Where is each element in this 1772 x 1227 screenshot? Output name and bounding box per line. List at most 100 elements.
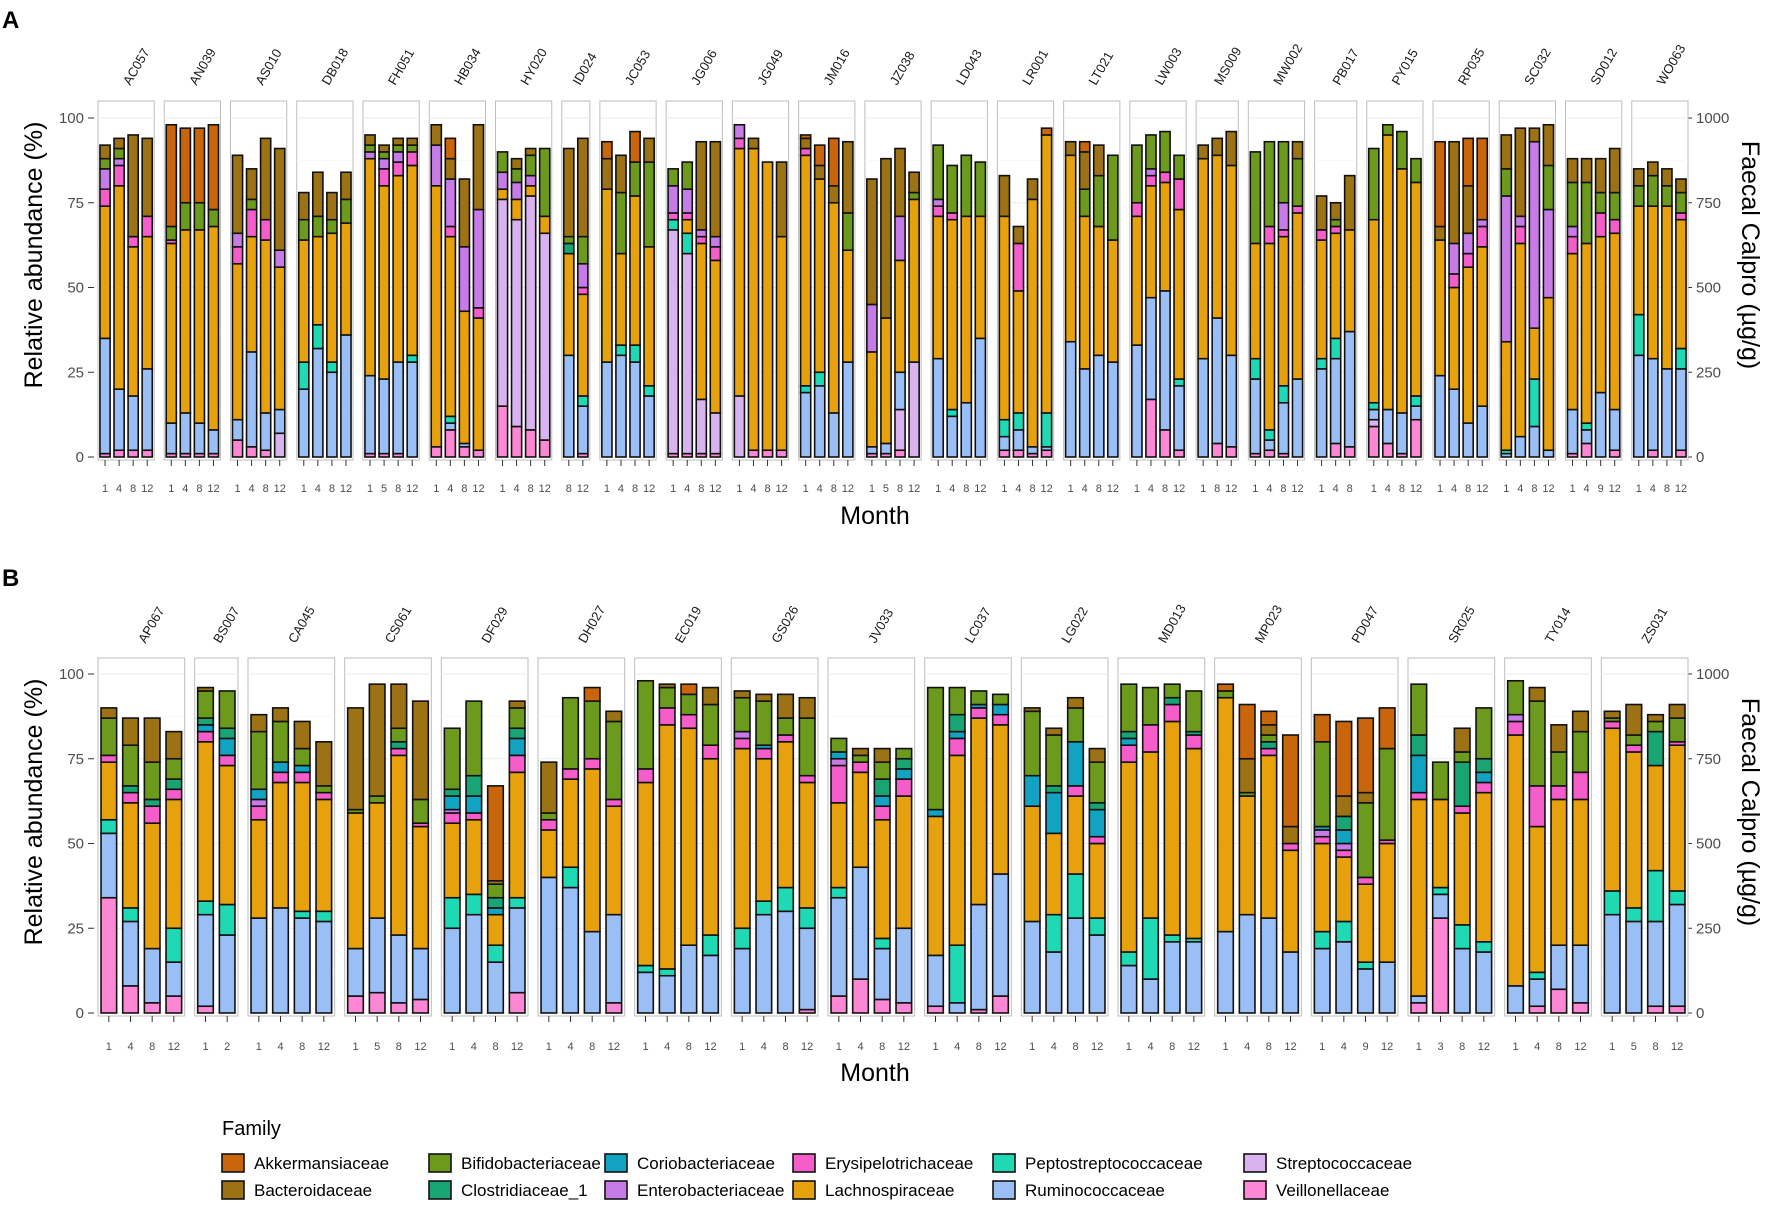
bar-segment-lachnospiraceae bbox=[932, 215, 945, 360]
bar-segment-ruminococcaceae bbox=[1159, 290, 1171, 431]
facet-ZS031: ZS031 1 5 8 12 bbox=[1600, 605, 1689, 1053]
bar-segment-bacteroidaceae bbox=[1064, 140, 1077, 157]
bar-segment-peptostreptococcaceae bbox=[799, 385, 812, 394]
bar-segment-coriobacteriaceae bbox=[250, 788, 268, 801]
bar-segment-bifidobacteriaceae bbox=[406, 144, 419, 153]
bar-SC032-month-12 bbox=[1542, 123, 1555, 458]
bar-segment-lachnospiraceae bbox=[1045, 832, 1063, 916]
bar-segment-bifidobacteriaceae bbox=[1566, 181, 1579, 228]
bar-AC057-month-4 bbox=[113, 137, 125, 458]
bar-JG049-month-12 bbox=[775, 161, 788, 458]
bar-segment-erysipelotrichaceae bbox=[1528, 785, 1546, 828]
bar-segment-bacteroidaceae bbox=[562, 147, 575, 238]
bar-LD043-month-4 bbox=[946, 164, 959, 458]
facet-strip-label: JC053 bbox=[622, 47, 654, 87]
bar-segment-bifidobacteriaceae bbox=[1131, 144, 1143, 204]
x-tick-label: 12 bbox=[898, 1041, 910, 1053]
x-tick-label: 1 bbox=[803, 483, 809, 495]
bar-segment-lachnospiraceae bbox=[472, 317, 485, 452]
x-tick-label: 4 bbox=[1266, 483, 1272, 495]
bar-segment-peptostreptococcaceae bbox=[406, 354, 419, 363]
bar-segment-lachnospiraceae bbox=[733, 747, 751, 930]
panel-a-y-tick-label: 100 bbox=[59, 110, 84, 127]
x-tick-label: 1 bbox=[1569, 483, 1575, 495]
bar-SD012-month-12 bbox=[1608, 147, 1621, 458]
panel-a-y2-tick-label: 500 bbox=[1696, 280, 1721, 297]
bar-segment-lachnospiraceae bbox=[1281, 849, 1300, 953]
bar-RP035-month-8 bbox=[1462, 137, 1475, 458]
panel-b-y-tick-label: 50 bbox=[67, 836, 84, 853]
legend-label: Erysipelotrichaceae bbox=[825, 1154, 973, 1173]
bar-segment-ruminococcaceae bbox=[250, 917, 268, 1014]
bar-segment-bacteroidaceae bbox=[143, 717, 161, 763]
bar-segment-coriobacteriaceae bbox=[1120, 737, 1138, 746]
bar-segment-bacteroidaceae bbox=[378, 144, 390, 153]
x-tick-label: 4 bbox=[1244, 1041, 1250, 1053]
facet-strip-label: SR025 bbox=[1445, 604, 1478, 646]
bar-segment-clostridiaceae-1 bbox=[121, 785, 140, 794]
bar-segment-ruminococcaceae bbox=[1453, 947, 1471, 1014]
bar-segment-bacteroidaceae bbox=[615, 154, 627, 194]
bar-segment-bifidobacteriaceae bbox=[508, 707, 526, 730]
bar-segment-bacteroidaceae bbox=[701, 686, 720, 706]
bar-segment-clostridiaceae-1 bbox=[196, 717, 215, 726]
facet-MP023: MP023 1 4 8 12 bbox=[1214, 602, 1302, 1053]
bar-segment-ruminococcaceae bbox=[231, 418, 244, 441]
bar-ZS031-month-8 bbox=[1646, 713, 1665, 1014]
bar-LD043-month-8 bbox=[960, 154, 973, 458]
bar-segment-peptostreptococcaceae bbox=[1410, 395, 1422, 407]
facet-JZ038: JZ038 1 5 8 12 bbox=[864, 49, 922, 495]
bar-segment-veillonellaceae bbox=[1329, 442, 1342, 458]
bar-segment-peptostreptococcaceae bbox=[508, 896, 526, 909]
bar-segment-lachnospiraceae bbox=[1475, 791, 1493, 943]
bar-segment-lachnospiraceae bbox=[991, 724, 1010, 875]
bar-AP067-month-1 bbox=[100, 707, 118, 1014]
bar-segment-lachnospiraceae bbox=[851, 771, 870, 869]
facet-TY014: TY014 1 4 8 12 bbox=[1504, 605, 1592, 1053]
bar-segment-bacteroidaceae bbox=[1675, 178, 1687, 194]
bar-segment-erysipelotrichaceae bbox=[1185, 734, 1203, 750]
bar-segment-ruminococcaceae bbox=[576, 405, 589, 455]
bar-segment-peptostreptococcaceae bbox=[1335, 920, 1353, 943]
bar-segment-coriobacteriaceae bbox=[1410, 754, 1428, 794]
bar-AP067-month-4 bbox=[121, 717, 140, 1014]
bar-AN039-month-1 bbox=[165, 123, 178, 458]
panel-a-y2-axis-title: Faecal Calpro (µg/g) bbox=[1736, 141, 1764, 369]
bar-segment-bacteroidaceae bbox=[1045, 727, 1063, 736]
legend-item: Coriobacteriaceae bbox=[604, 1153, 775, 1173]
x-tick-label: 4 bbox=[954, 1041, 960, 1053]
bar-segment-bacteroidaceae bbox=[1603, 710, 1621, 719]
bar-segment-bacteroidaceae bbox=[1012, 225, 1025, 245]
bar-segment-veillonellaceae bbox=[165, 995, 183, 1014]
bar-segment-lachnospiraceae bbox=[1066, 795, 1085, 875]
bar-segment-erysipelotrichaceae bbox=[680, 713, 698, 730]
bar-segment-lachnospiraceae bbox=[1625, 751, 1643, 909]
bar-WO063-month-8 bbox=[1661, 168, 1673, 458]
x-tick-label: 9 bbox=[1362, 1041, 1368, 1053]
bar-segment-bifidobacteriaceae bbox=[1571, 730, 1590, 774]
bar-segment-lachnospiraceae bbox=[1356, 883, 1375, 963]
bar-segment-veillonellaceae bbox=[231, 439, 244, 458]
bar-segment-erysipelotrichaceae bbox=[1550, 785, 1568, 801]
bar-segment-lachnospiraceae bbox=[259, 239, 272, 414]
bar-segment-clostridiaceae-1 bbox=[1260, 740, 1278, 750]
bar-segment-veillonellaceae bbox=[346, 995, 365, 1014]
facet-strip-label: PD047 bbox=[1348, 604, 1381, 646]
x-tick-label: 12 bbox=[1225, 483, 1237, 495]
facet-PD047: PD047 1 4 9 12 bbox=[1310, 604, 1399, 1053]
bar-segment-ruminococcaceae bbox=[378, 378, 390, 455]
bar-segment-bacteroidaceae bbox=[1066, 696, 1085, 709]
bar-segment-erysipelotrichaceae bbox=[231, 246, 244, 265]
bar-segment-ruminococcaceae bbox=[207, 429, 220, 455]
bar-segment-erysipelotrichaceae bbox=[165, 788, 183, 801]
bar-segment-ruminococcaceae bbox=[141, 368, 154, 452]
bar-segment-veillonellaceae bbox=[259, 449, 272, 458]
bar-segment-bacteroidaceae bbox=[165, 730, 183, 760]
bar-segment-akkermansiaceae bbox=[1356, 717, 1375, 794]
bar-segment-bacteroidaceae bbox=[1646, 713, 1665, 723]
bar-segment-ruminococcaceae bbox=[444, 422, 457, 431]
bar-segment-peptostreptococcaceae bbox=[297, 361, 310, 390]
bar-segment-peptostreptococcaceae bbox=[1120, 951, 1138, 967]
bar-segment-ruminococcaceae bbox=[326, 371, 338, 458]
bar-segment-peptostreptococcaceae bbox=[1263, 429, 1276, 441]
